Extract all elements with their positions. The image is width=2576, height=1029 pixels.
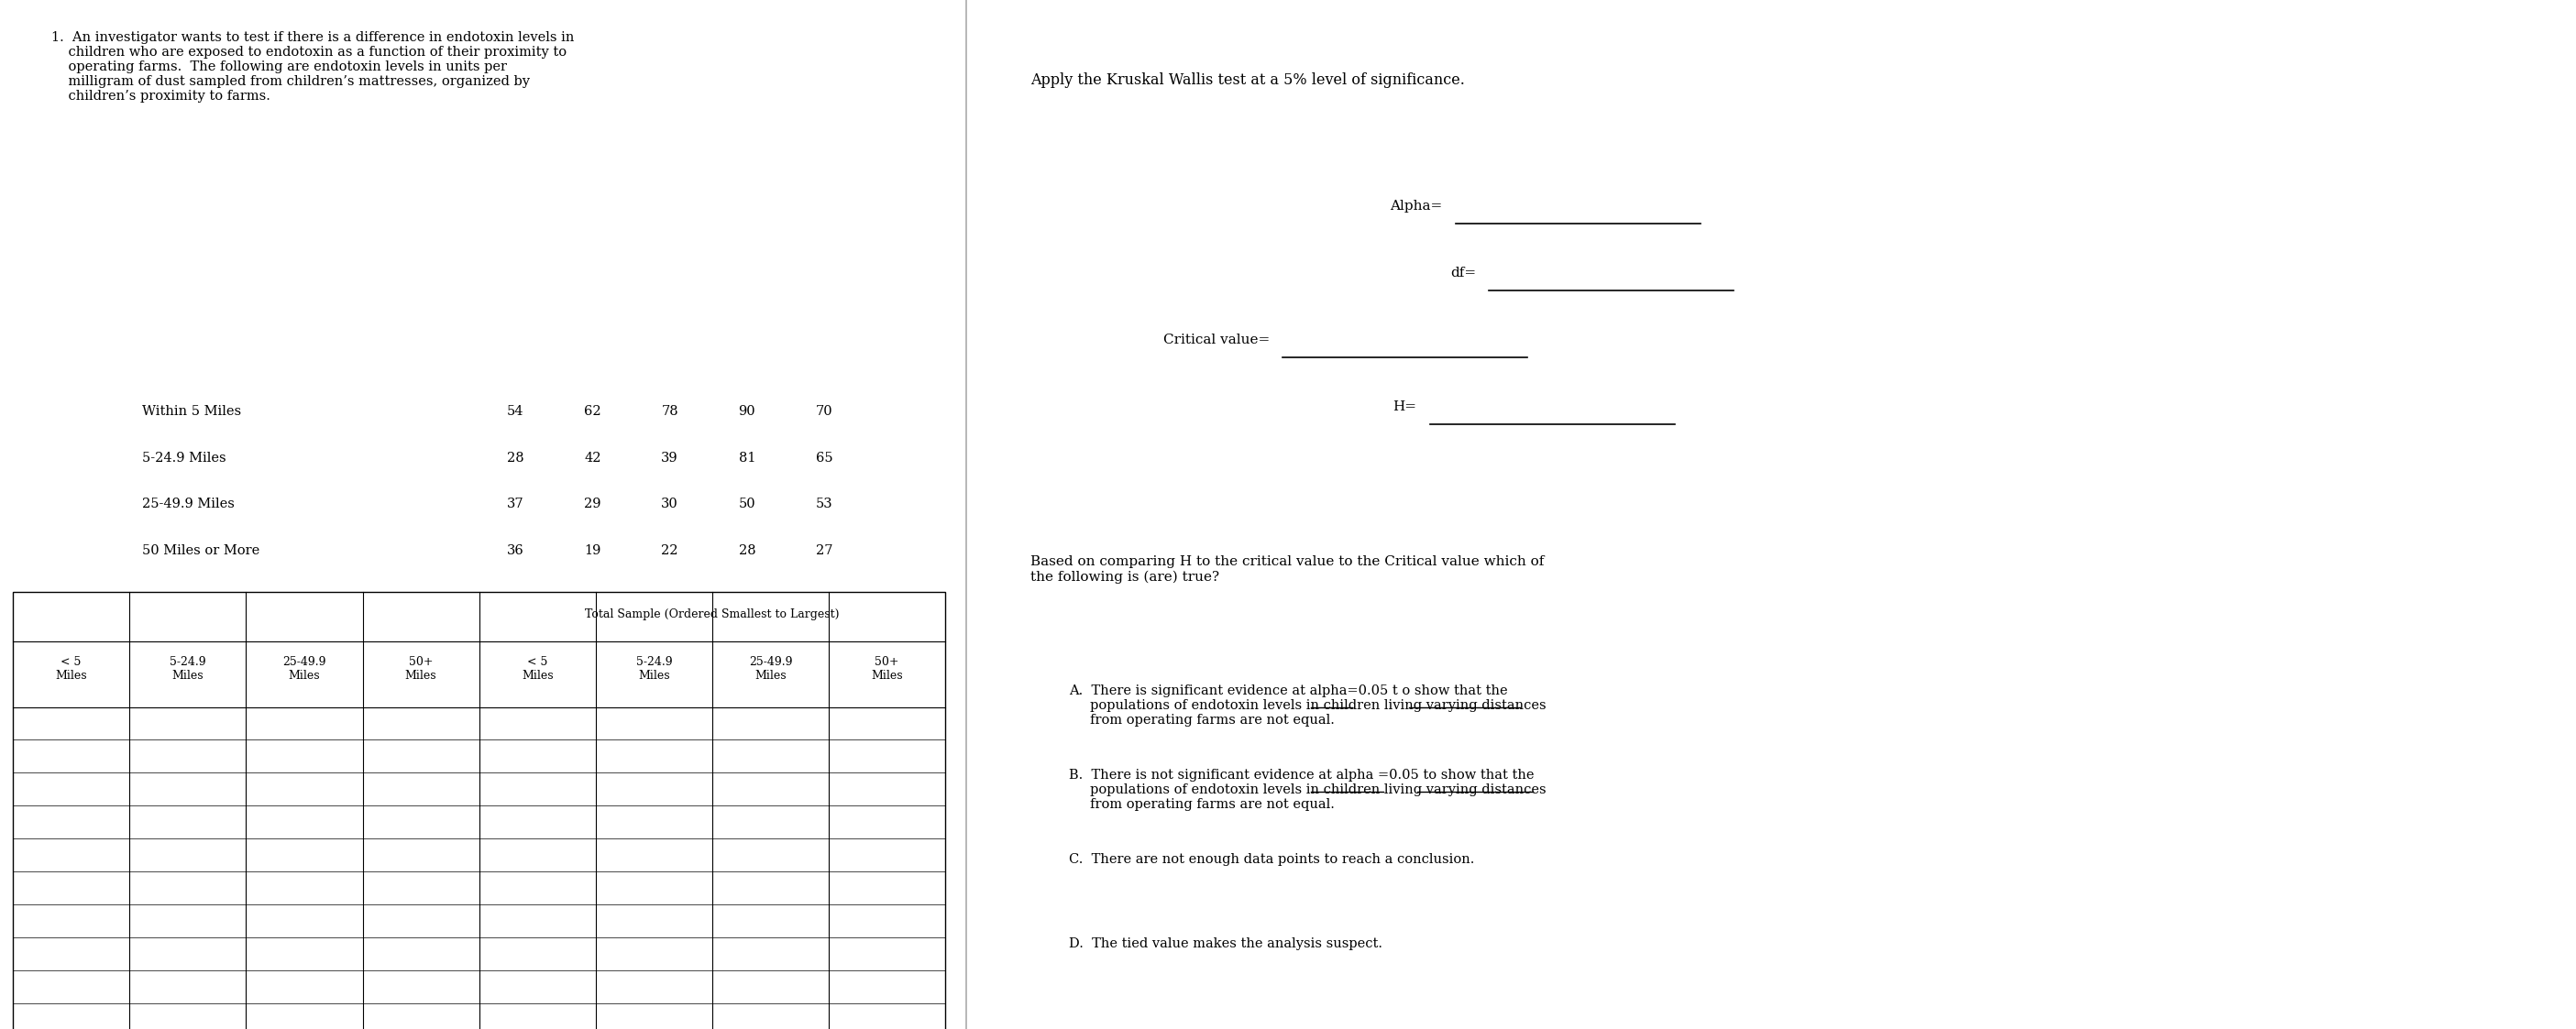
Text: D.  The tied value makes the analysis suspect.: D. The tied value makes the analysis sus… [1069, 937, 1383, 950]
Text: 70: 70 [817, 405, 832, 418]
Text: 37: 37 [507, 498, 523, 510]
Text: 78: 78 [662, 405, 677, 418]
Text: Alpha=: Alpha= [1391, 200, 1443, 212]
Text: 25-49.9
Miles: 25-49.9 Miles [283, 657, 327, 681]
Text: 81: 81 [739, 452, 755, 464]
Text: 22: 22 [662, 544, 677, 557]
Text: 65: 65 [817, 452, 832, 464]
Text: 50: 50 [739, 498, 755, 510]
Text: 90: 90 [739, 405, 755, 418]
Text: Based on comparing H to the critical value to the Critical value which of
the fo: Based on comparing H to the critical val… [1030, 556, 1543, 583]
Bar [13, 592, 945, 1029]
Text: 25-49.9
Miles: 25-49.9 Miles [750, 657, 793, 681]
Text: B.  There is not significant evidence at alpha =0.05 to show that the
     popul: B. There is not significant evidence at … [1069, 769, 1546, 811]
Text: 50 Miles or More: 50 Miles or More [142, 544, 260, 557]
Text: 50+
Miles: 50+ Miles [871, 657, 904, 681]
Text: 28: 28 [507, 452, 523, 464]
Text: H=: H= [1394, 400, 1417, 413]
Text: < 5
Miles: < 5 Miles [54, 657, 88, 681]
Text: A.  There is significant evidence at alpha=0.05 t o show that the
     populatio: A. There is significant evidence at alph… [1069, 684, 1546, 726]
Text: 36: 36 [507, 544, 523, 557]
Text: 5-24.9
Miles: 5-24.9 Miles [170, 657, 206, 681]
Text: 53: 53 [817, 498, 832, 510]
Text: 39: 39 [662, 452, 677, 464]
Text: 28: 28 [739, 544, 755, 557]
Text: 1.  An investigator wants to test if there is a difference in endotoxin levels i: 1. An investigator wants to test if ther… [52, 31, 574, 103]
Text: 27: 27 [817, 544, 832, 557]
Text: 62: 62 [585, 405, 600, 418]
Text: 30: 30 [662, 498, 677, 510]
Text: Critical value=: Critical value= [1164, 333, 1270, 346]
Text: Within 5 Miles: Within 5 Miles [142, 405, 240, 418]
Text: df=: df= [1450, 267, 1476, 279]
Text: 5-24.9
Miles: 5-24.9 Miles [636, 657, 672, 681]
Text: Apply the Kruskal Wallis test at a 5% level of significance.: Apply the Kruskal Wallis test at a 5% le… [1030, 72, 1466, 87]
Text: 50+
Miles: 50+ Miles [404, 657, 438, 681]
Text: 42: 42 [585, 452, 600, 464]
Text: 54: 54 [507, 405, 523, 418]
Text: < 5
Miles: < 5 Miles [520, 657, 554, 681]
Text: C.  There are not enough data points to reach a conclusion.: C. There are not enough data points to r… [1069, 853, 1473, 865]
Text: 19: 19 [585, 544, 600, 557]
Text: 5-24.9 Miles: 5-24.9 Miles [142, 452, 227, 464]
Text: Total Sample (Ordered Smallest to Largest): Total Sample (Ordered Smallest to Larges… [585, 608, 840, 620]
Text: 29: 29 [585, 498, 600, 510]
Text: 25-49.9 Miles: 25-49.9 Miles [142, 498, 234, 510]
